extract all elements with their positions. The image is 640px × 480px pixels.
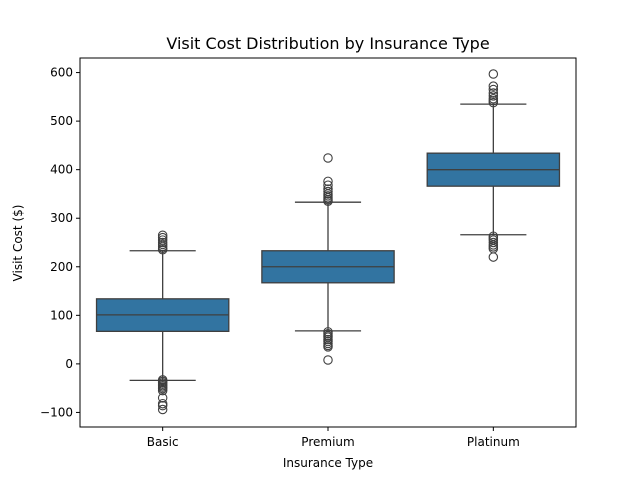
outlier-point [488,69,499,79]
outlier-point [323,355,333,365]
y-tick-label: 100 [50,308,73,322]
outlier-point [488,91,499,101]
outlier-point [488,252,499,262]
y-tick-label: 200 [50,260,73,274]
outlier-point [488,231,499,241]
outlier-point [157,393,168,403]
chart-title: Visit Cost Distribution by Insurance Typ… [166,34,489,53]
outlier-point [323,184,333,194]
outlier-point [157,232,168,243]
y-tick-label: 500 [50,114,73,128]
y-tick-label: 0 [65,357,73,371]
x-tick-label: Platinum [467,435,520,449]
outlier-point [157,237,168,248]
x-tick-label: Basic [147,435,179,449]
outlier-point [323,327,333,337]
outlier-point [323,334,333,345]
outlier-point [323,180,333,190]
outlier-point [488,94,499,104]
outlier-point [488,237,499,248]
outlier-point [157,404,168,415]
x-tick-label: Premium [301,435,354,449]
y-tick-label: 300 [50,211,73,225]
outlier-point [488,84,499,95]
outlier-point [323,186,333,197]
outlier-point [323,153,333,163]
y-tick-label: 600 [50,66,73,80]
y-tick-label: −100 [40,405,73,419]
outlier-point [157,230,168,240]
x-axis-label: Insurance Type [283,456,373,470]
outlier-point [323,176,333,187]
outlier-point [488,88,499,98]
y-tick-label: 400 [50,163,73,177]
outlier-point [157,385,168,396]
outlier-point [488,81,499,91]
outlier-point [157,400,168,411]
y-axis-label: Visit Cost ($) [11,205,25,282]
plot-area: −100 0 100 200 300 400 500 600 Basic Premium Plati… [40,57,577,449]
outlier-point [157,235,168,245]
